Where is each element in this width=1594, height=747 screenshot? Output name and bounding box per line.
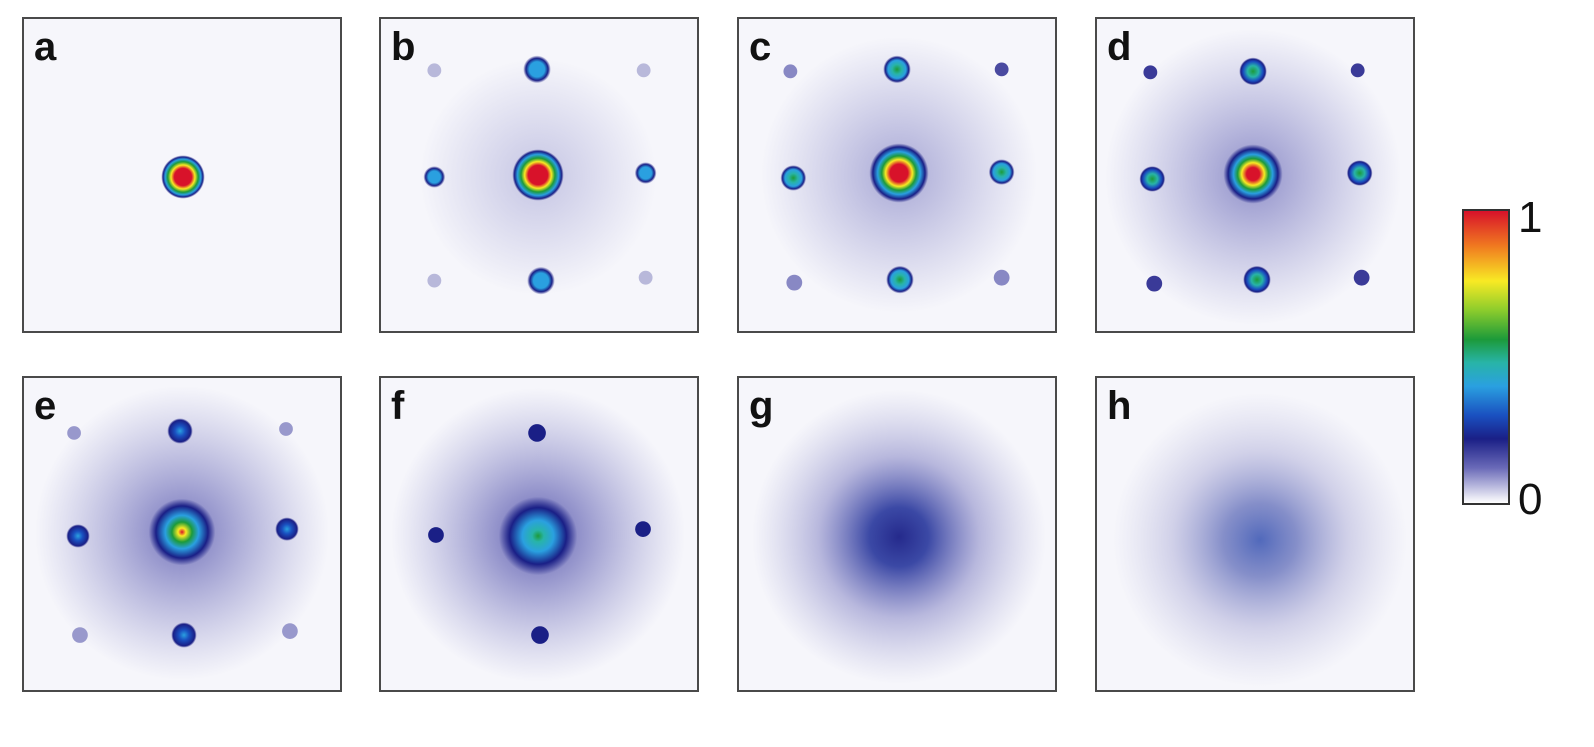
side-peak	[528, 424, 546, 442]
colorbar-max-label: 1	[1518, 193, 1543, 242]
panel-label-c: c	[749, 25, 772, 69]
central-peak	[1223, 144, 1283, 204]
panel-label-a: a	[34, 25, 57, 69]
corner-peak	[282, 623, 298, 639]
corner-peak	[427, 273, 442, 288]
diffraction-image-c	[760, 36, 1038, 314]
panel-label-b: b	[391, 25, 416, 69]
colorbar-min-label: 0	[1518, 475, 1543, 524]
panel-label-f: f	[391, 384, 405, 428]
central-peak	[512, 149, 564, 201]
panel-f: f	[379, 376, 699, 692]
side-peak	[171, 622, 197, 648]
diffraction-image-a	[161, 155, 205, 199]
side-peak	[1139, 166, 1166, 192]
corner-peak	[1350, 63, 1365, 78]
corner-peak	[67, 426, 81, 440]
side-peak	[883, 55, 911, 84]
corner-peak	[427, 63, 442, 78]
side-peak	[527, 266, 555, 295]
central-peak	[148, 498, 216, 566]
colorbar	[1462, 209, 1510, 505]
diffuse-scattering	[1112, 392, 1408, 688]
diffraction-image-b	[419, 55, 657, 296]
side-peak	[275, 517, 299, 541]
corner-peak	[993, 269, 1010, 286]
central-peak	[869, 143, 929, 203]
central-peak	[161, 155, 205, 199]
diffraction-image-g	[751, 389, 1047, 685]
side-peak	[780, 165, 807, 191]
side-peak	[531, 626, 549, 644]
panel-d: d	[1095, 17, 1415, 333]
side-peak	[523, 55, 551, 84]
side-peak	[428, 527, 444, 543]
side-peak	[1239, 57, 1267, 86]
corner-peak	[1143, 65, 1158, 80]
panel-label-g: g	[749, 384, 774, 428]
corner-peak	[994, 62, 1009, 77]
diffraction-image-f	[390, 387, 686, 683]
diffraction-image-e	[34, 385, 330, 681]
panel-g: g	[737, 376, 1057, 692]
side-peak	[66, 524, 90, 548]
corner-peak	[638, 270, 653, 285]
panel-label-d: d	[1107, 25, 1132, 69]
panel-b: b	[379, 17, 699, 333]
corner-peak	[636, 63, 651, 78]
panel-label-e: e	[34, 384, 57, 428]
panel-a: a	[22, 17, 342, 333]
diffraction-image-h	[1112, 392, 1408, 688]
side-peak	[423, 166, 446, 188]
side-peak	[886, 265, 914, 294]
side-peak	[988, 159, 1015, 185]
corner-peak	[279, 422, 293, 436]
corner-peak	[786, 274, 803, 291]
panel-e: e	[22, 376, 342, 692]
panel-c: c	[737, 17, 1057, 333]
side-peak	[634, 162, 657, 184]
side-peak	[1243, 265, 1271, 294]
panel-label-h: h	[1107, 384, 1132, 428]
diffuse-scattering	[751, 389, 1047, 685]
corner-peak	[72, 627, 88, 643]
corner-peak	[1353, 269, 1370, 286]
side-peak	[635, 521, 651, 537]
panel-h: h	[1095, 376, 1415, 692]
side-peak	[167, 418, 193, 444]
corner-peak	[1146, 275, 1163, 292]
side-peak	[1346, 160, 1373, 186]
diffraction-image-d	[1104, 28, 1402, 326]
corner-peak	[783, 64, 798, 79]
central-peak	[498, 496, 578, 576]
